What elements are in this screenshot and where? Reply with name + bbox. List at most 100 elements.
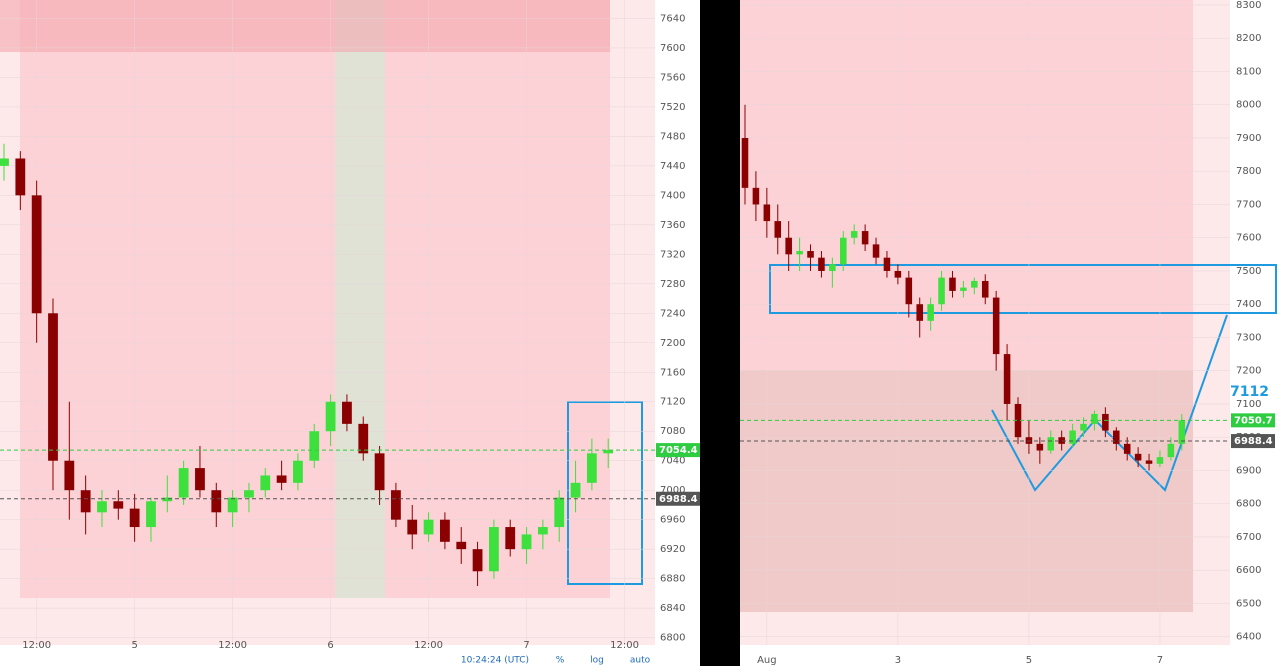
candle-body	[872, 244, 880, 258]
y-tick-label: 7480	[660, 131, 685, 142]
candle-body	[1134, 453, 1142, 461]
candle-body	[293, 460, 303, 483]
y-tick-label: 7040	[660, 456, 685, 467]
toolbar-percent[interactable]: %	[556, 656, 565, 666]
candle-body	[391, 490, 401, 520]
x-tick-label: Aug	[757, 655, 777, 666]
x-tick-label: 12:00	[22, 640, 51, 651]
candle-body	[981, 280, 989, 298]
y-tick-label: 7080	[660, 426, 685, 437]
candle-body	[1069, 430, 1076, 444]
candle-body	[440, 519, 450, 542]
candle-body	[840, 237, 847, 265]
candle-body	[505, 527, 516, 550]
y-tick-label: 7400	[1236, 299, 1261, 310]
candle-body	[521, 534, 532, 550]
candle-body	[423, 519, 434, 535]
y-tick-label: 7200	[1236, 366, 1261, 377]
candle-body	[1091, 413, 1098, 424]
y-tick-label: 6500	[1236, 598, 1261, 609]
candle-body	[211, 490, 222, 513]
candle-body	[146, 501, 156, 528]
y-tick-label: 7240	[660, 308, 685, 319]
y-tick-label: 6920	[660, 544, 685, 555]
candle-body	[374, 453, 385, 491]
candle-body	[129, 508, 140, 528]
y-tick-label: 6400	[1236, 632, 1261, 643]
candle-body	[1156, 457, 1164, 464]
candle-body	[741, 137, 749, 188]
y-tick-label: 7100	[1236, 399, 1261, 410]
price-tag-label: 6988.4	[1234, 436, 1273, 447]
toolbar	[0, 645, 700, 666]
candle-body	[31, 195, 42, 314]
y-tick-label: 7520	[660, 102, 685, 113]
x-tick-label: 3	[895, 655, 901, 666]
candle-body	[48, 313, 58, 461]
y-tick-label: 6700	[1236, 532, 1261, 543]
y-tick-label: 7400	[660, 190, 685, 201]
y-tick-label: 8300	[1236, 0, 1261, 11]
candle-body	[586, 453, 597, 483]
x-tick-label: 12:00	[414, 640, 443, 651]
x-tick-label: 7	[523, 640, 529, 651]
x-tick-label: 12:00	[610, 640, 639, 651]
y-tick-label: 7800	[1236, 166, 1261, 177]
candle-body	[960, 287, 967, 291]
candle-body	[971, 280, 978, 288]
price-tag	[1231, 413, 1275, 428]
candle-body	[80, 490, 91, 513]
candle-body	[64, 460, 75, 491]
price-tag-label: 7054.4	[659, 445, 698, 456]
price-tag-label: 7050.7	[1234, 415, 1273, 426]
candle-body	[0, 158, 9, 166]
y-tick-label: 6800	[1236, 499, 1261, 510]
y-tick-label: 7320	[660, 249, 685, 260]
y-tick-label: 7500	[1236, 266, 1261, 277]
candle-body	[472, 549, 483, 572]
indicator-band	[0, 0, 610, 52]
annotation-box	[769, 264, 1277, 314]
toolbar-auto[interactable]: auto	[630, 656, 651, 666]
candle-body	[537, 527, 548, 535]
y-tick-label: 7000	[660, 485, 685, 496]
candle-body	[818, 257, 825, 271]
candle-body	[861, 231, 869, 245]
candle-body	[244, 490, 254, 498]
y-tick-label: 8200	[1236, 33, 1261, 44]
candle-body	[883, 257, 891, 271]
candle-body	[938, 277, 945, 305]
y-tick-label: 7280	[660, 279, 685, 290]
candle-body	[1036, 443, 1044, 451]
candle-body	[1047, 437, 1055, 451]
x-tick-label: 5	[1026, 655, 1032, 666]
candle-body	[276, 475, 287, 483]
candle-body	[1167, 443, 1175, 458]
candle-body	[796, 251, 803, 255]
annotation-box	[567, 401, 643, 585]
y-tick-label: 7900	[1236, 133, 1261, 144]
y-tick-label: 7640	[660, 13, 685, 24]
toolbar-log[interactable]: log	[590, 656, 604, 666]
candle-body	[763, 204, 771, 222]
candle-body	[927, 304, 934, 321]
price-tag	[656, 443, 700, 458]
y-tick-label: 6800	[660, 633, 685, 644]
candle-body	[342, 401, 352, 424]
candle-body	[916, 304, 923, 321]
x-tick-label: 6	[327, 640, 333, 651]
candle-body	[1014, 403, 1022, 438]
candle-body	[807, 251, 814, 258]
candle-body	[456, 541, 467, 550]
candle-body	[1003, 354, 1011, 404]
candle-body	[178, 468, 189, 498]
candle-body	[162, 497, 173, 502]
y-tick-label: 7300	[1236, 332, 1261, 343]
candle-body	[325, 401, 336, 432]
candle-body	[1025, 437, 1033, 444]
candle-body	[894, 270, 902, 278]
y-tick-label: 6840	[660, 603, 685, 614]
y-tick-label: 7160	[660, 367, 685, 378]
